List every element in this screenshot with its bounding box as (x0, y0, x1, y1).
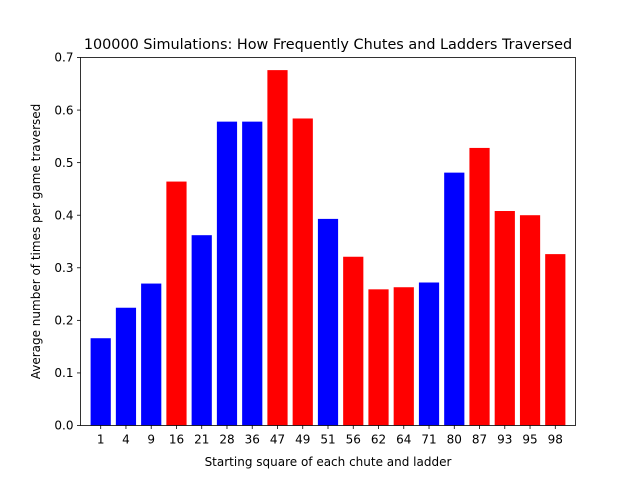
x-tick-label: 95 (522, 433, 537, 447)
x-tick-label: 87 (472, 433, 487, 447)
bar-ladder-71 (418, 282, 440, 426)
x-tick-label: 16 (169, 433, 184, 447)
plot-frame (80, 57, 576, 426)
x-tick-label: 98 (548, 433, 563, 447)
y-tick-label: 0.1 (54, 366, 73, 380)
x-tick-label: 36 (245, 433, 260, 447)
y-tick-label: 0.2 (54, 314, 73, 328)
bar-chute-16 (166, 181, 187, 426)
bar-ladder-9 (141, 283, 162, 426)
bar-ladder-36 (242, 121, 263, 426)
x-tick-label: 56 (346, 433, 361, 447)
x-tick-label: 4 (122, 433, 130, 447)
bar-chute-93 (494, 211, 515, 426)
bar-chute-49 (292, 118, 313, 426)
y-tick-label: 0.3 (54, 261, 73, 275)
y-tick-label: 0.4 (54, 208, 73, 222)
bar-ladder-4 (115, 307, 137, 426)
bar-chute-64 (393, 287, 414, 426)
bar-chute-62 (368, 289, 389, 426)
x-axis: 1 4 9 16 21 28 36 47 49 51 56 62 64 71 80 87 93 95 98 (97, 425, 563, 447)
x-tick-label: 80 (447, 433, 462, 447)
x-tick-label: 9 (147, 433, 155, 447)
bar-chute-47 (267, 70, 288, 426)
chart-title: 100000 Simulations: How Frequently Chute… (84, 37, 572, 53)
y-tick-label: 0.5 (54, 156, 73, 170)
x-tick-label: 64 (396, 433, 411, 447)
x-tick-label: 51 (320, 433, 335, 447)
x-tick-label: 21 (194, 433, 209, 447)
x-tick-label: 49 (295, 433, 310, 447)
bar-ladder-28 (216, 121, 238, 426)
x-tick-label: 28 (219, 433, 234, 447)
bar-chute-56 (343, 256, 364, 426)
x-tick-label: 47 (270, 433, 285, 447)
y-axis: 0.0 0.1 0.2 0.3 0.4 0.5 0.6 0.7 (54, 51, 81, 433)
y-tick-label: 0.0 (54, 419, 73, 433)
x-tick-label: 62 (371, 433, 386, 447)
x-tick-label: 1 (97, 433, 105, 447)
x-tick-label: 93 (497, 433, 512, 447)
bar-chute-87 (469, 147, 490, 426)
y-tick-label: 0.7 (54, 51, 73, 65)
bar-ladder-21 (191, 235, 212, 426)
bar-ladder-80 (444, 172, 465, 426)
bar-ladder-1 (90, 338, 111, 426)
bar-chute-98 (545, 254, 566, 426)
bars (90, 70, 566, 426)
bar-ladder-51 (317, 218, 339, 426)
y-tick-label: 0.6 (54, 103, 73, 117)
x-tick-label: 71 (421, 433, 436, 447)
x-axis-label: Starting square of each chute and ladder (205, 455, 452, 469)
y-axis-label: Average number of times per game travers… (29, 104, 43, 380)
bar-chute-95 (519, 215, 541, 426)
